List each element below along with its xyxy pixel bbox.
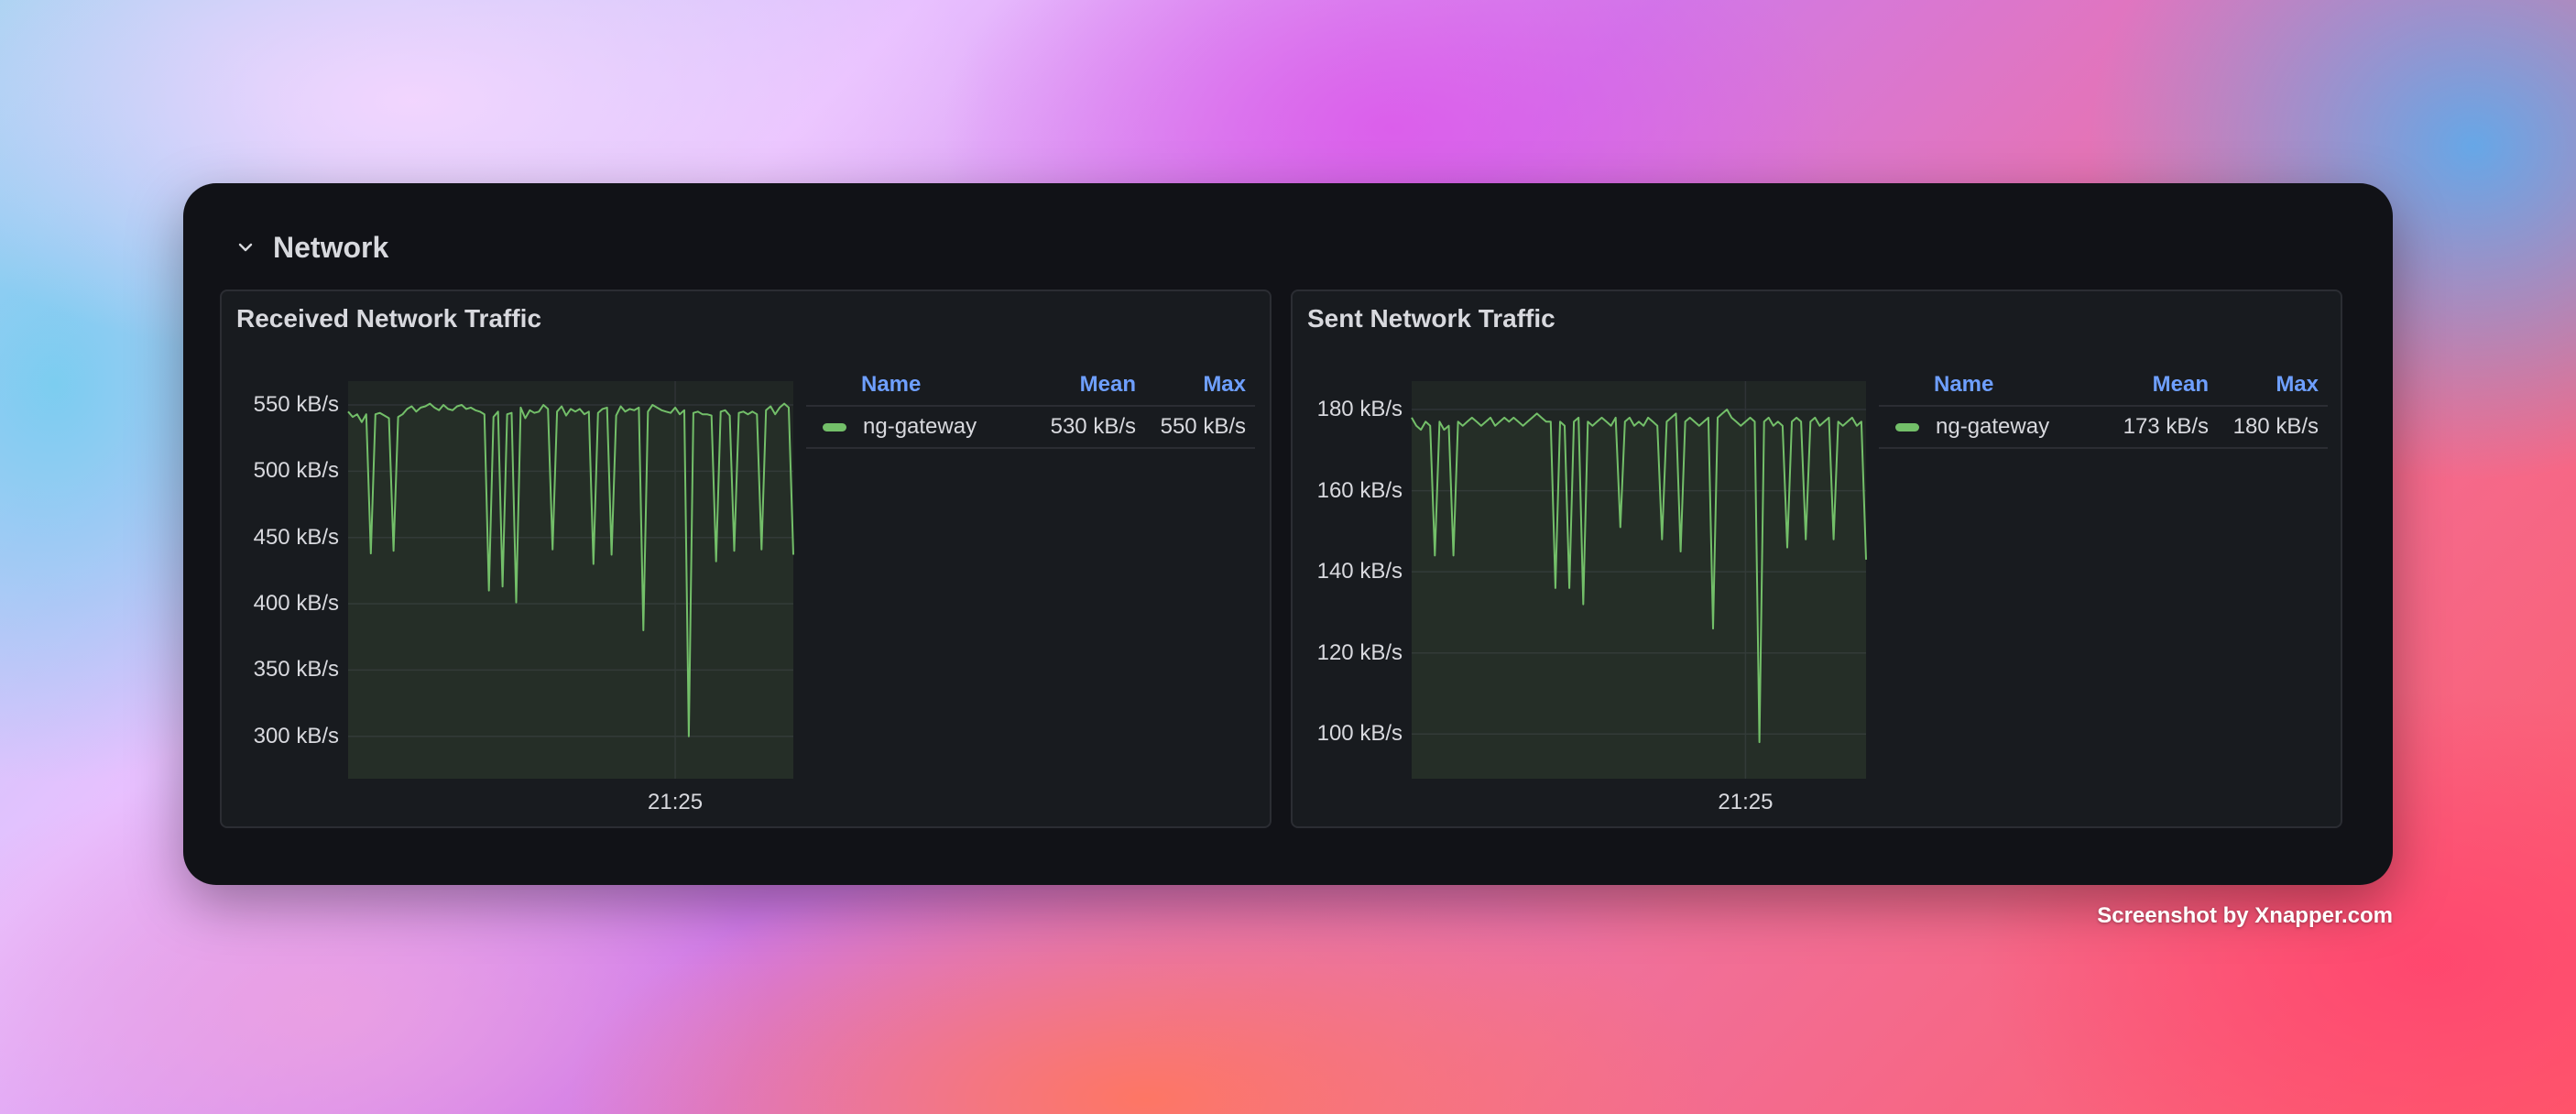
legend-series-name[interactable]: ng-gateway: [1936, 414, 2050, 439]
row-header-network[interactable]: Network: [235, 222, 388, 273]
panel-received-network-traffic[interactable]: Received Network Traffic 550 kB/s 500 kB/…: [220, 289, 1272, 828]
y-tick-label: 350 kB/s: [253, 657, 339, 683]
legend-max-value: 550 kB/s: [1160, 414, 1246, 439]
legend-header-name[interactable]: Name: [861, 372, 922, 397]
series-area-fill: [348, 403, 793, 779]
legend-mean-value: 173 kB/s: [2123, 414, 2209, 439]
panel-sent-network-traffic[interactable]: Sent Network Traffic 180 kB/s 160 kB/s 140…: [1291, 289, 2342, 828]
panel-title: Received Network Traffic: [236, 304, 542, 333]
legend-row[interactable]: ng-gateway 173 kB/s 180 kB/s: [1879, 407, 2328, 449]
y-tick-label: 180 kB/s: [1316, 397, 1403, 421]
legend-row[interactable]: ng-gateway 530 kB/s 550 kB/s: [806, 407, 1255, 449]
y-tick-label: 450 kB/s: [253, 524, 339, 550]
x-tick-label: 21:25: [1718, 790, 1774, 814]
legend-header-mean[interactable]: Mean: [2152, 372, 2209, 397]
y-tick-label: 160 kB/s: [1316, 477, 1403, 503]
legend-header-mean[interactable]: Mean: [1079, 372, 1136, 397]
legend-table: Name Mean Max ng-gateway 530 kB/s 550 kB…: [806, 365, 1255, 449]
y-tick-label: 100 kB/s: [1316, 721, 1403, 747]
y-tick-label: 140 kB/s: [1316, 559, 1403, 584]
legend-mean-value: 530 kB/s: [1050, 414, 1136, 439]
legend-header: Name Mean Max: [1879, 365, 2328, 407]
series-color-swatch: [823, 422, 846, 431]
y-tick-label: 500 kB/s: [253, 458, 339, 484]
panel-title: Sent Network Traffic: [1307, 304, 1555, 333]
y-tick-label: 400 kB/s: [253, 591, 339, 617]
series-line-ng-gateway[interactable]: [347, 402, 794, 737]
series-area-fill: [1412, 410, 1866, 779]
y-tick-label: 120 kB/s: [1316, 639, 1403, 665]
chart-plot[interactable]: [222, 291, 1270, 830]
legend-header-max[interactable]: Max: [2276, 372, 2319, 397]
legend-header-name[interactable]: Name: [1934, 372, 1994, 397]
chevron-down-icon[interactable]: [235, 236, 257, 258]
legend-max-value: 180 kB/s: [2232, 414, 2319, 439]
legend-header-max[interactable]: Max: [1203, 372, 1246, 397]
x-tick-label: 21:25: [648, 790, 704, 814]
screenshot-credit: Screenshot by Xnapper.com: [2097, 903, 2393, 928]
series-line-ng-gateway[interactable]: [1411, 409, 1867, 744]
legend-header: Name Mean Max: [806, 365, 1255, 407]
row-title: Network: [273, 230, 389, 264]
y-tick-label: 300 kB/s: [253, 723, 339, 748]
legend-table: Name Mean Max ng-gateway 173 kB/s 180 kB…: [1879, 365, 2328, 449]
y-tick-label: 550 kB/s: [253, 392, 339, 418]
legend-series-name[interactable]: ng-gateway: [863, 414, 977, 439]
chart-plot[interactable]: [1293, 291, 2341, 830]
series-color-swatch: [1895, 422, 1919, 431]
dashboard-window: Network Received Network Traffic 550 kB/…: [183, 183, 2393, 885]
